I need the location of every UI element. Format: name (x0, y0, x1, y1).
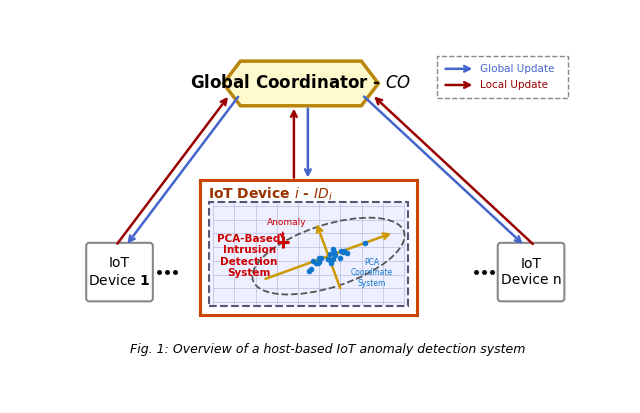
FancyBboxPatch shape (436, 56, 568, 98)
Point (311, 259, 321, 266)
Text: Global Update: Global Update (480, 64, 554, 74)
Point (306, 266, 316, 272)
Text: IoT
Device $\mathbf{1}$: IoT Device $\mathbf{1}$ (88, 256, 151, 288)
Point (323, 255, 333, 262)
Point (316, 255, 326, 261)
Point (339, 247, 349, 254)
Text: IoT
Device n: IoT Device n (500, 257, 561, 287)
Text: PCA
Coordinate
System: PCA Coordinate System (351, 258, 393, 287)
Point (330, 252, 340, 259)
Text: Fig. 1: Overview of a host-based IoT anomaly detection system: Fig. 1: Overview of a host-based IoT ano… (131, 343, 525, 356)
Point (336, 248, 346, 254)
Point (314, 258, 324, 265)
Point (338, 249, 348, 255)
Point (329, 249, 339, 255)
Point (308, 258, 318, 265)
Polygon shape (223, 61, 378, 106)
Text: Global Coordinator - $\mathit{CO}$: Global Coordinator - $\mathit{CO}$ (190, 74, 412, 93)
Point (312, 259, 323, 266)
Point (324, 251, 335, 258)
FancyBboxPatch shape (86, 243, 153, 301)
FancyBboxPatch shape (209, 202, 408, 306)
FancyBboxPatch shape (200, 180, 417, 315)
Text: PCA-Based
Intrusion
Detection
System: PCA-Based Intrusion Detection System (218, 234, 281, 278)
Text: Local Update: Local Update (480, 80, 548, 90)
Text: Anomaly: Anomaly (267, 218, 307, 237)
Text: IoT Device $i$ - $\mathit{ID}_i$: IoT Device $i$ - $\mathit{ID}_i$ (208, 185, 333, 203)
Point (360, 240, 371, 246)
Point (304, 268, 314, 275)
Point (335, 255, 345, 261)
Point (314, 254, 324, 261)
Point (328, 246, 339, 253)
Point (326, 260, 336, 266)
Point (323, 256, 333, 262)
Point (342, 250, 352, 256)
Point (328, 255, 338, 262)
FancyBboxPatch shape (498, 243, 564, 301)
